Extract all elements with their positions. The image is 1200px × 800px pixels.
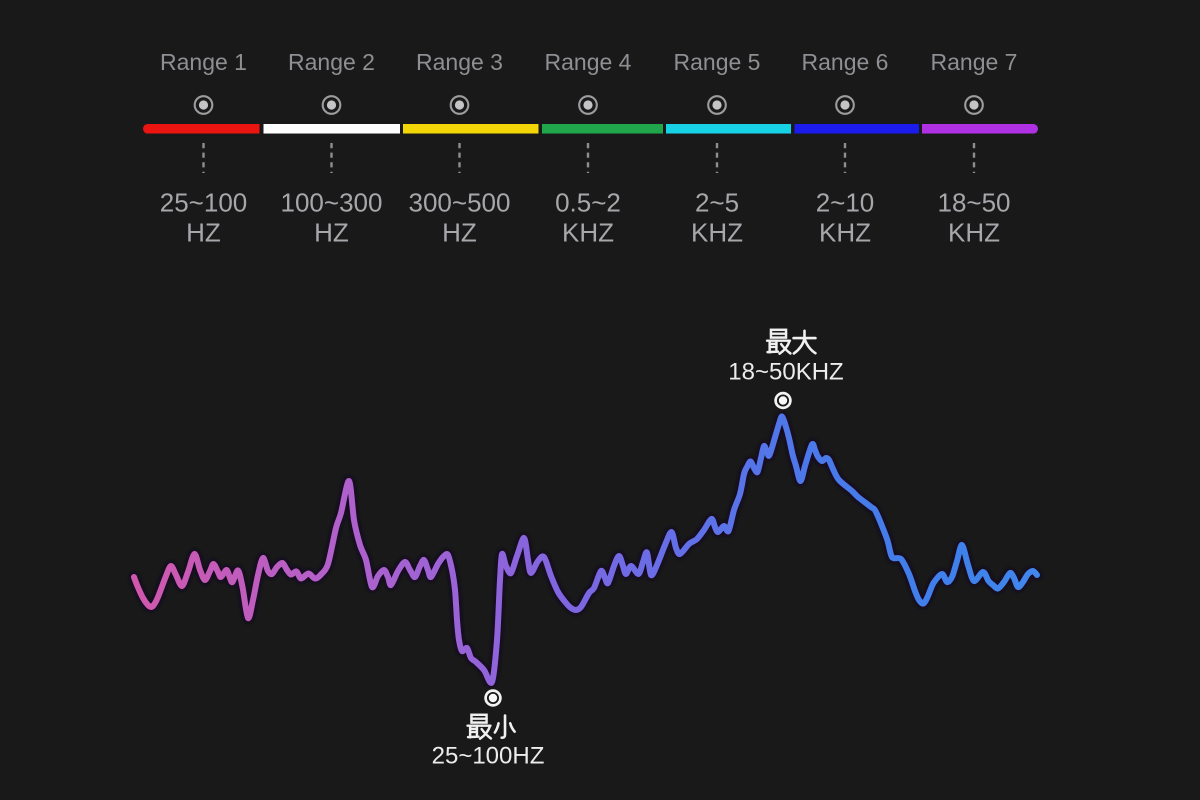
svg-text:18~50: 18~50 (937, 188, 1010, 218)
svg-text:Range 2: Range 2 (288, 49, 375, 75)
svg-text:HZ: HZ (186, 218, 221, 248)
svg-text:300~500: 300~500 (409, 188, 511, 218)
svg-text:Range 1: Range 1 (160, 49, 247, 75)
svg-text:KHZ: KHZ (562, 218, 614, 248)
svg-text:Range 5: Range 5 (674, 49, 761, 75)
svg-text:0.5~2: 0.5~2 (555, 188, 621, 218)
svg-text:KHZ: KHZ (948, 218, 1000, 248)
svg-text:Range 3: Range 3 (416, 49, 503, 75)
svg-text:KHZ: KHZ (691, 218, 743, 248)
svg-text:HZ: HZ (442, 218, 477, 248)
svg-text:2~10: 2~10 (816, 188, 875, 218)
svg-text:2~5: 2~5 (695, 188, 739, 218)
svg-text:Range 6: Range 6 (802, 49, 889, 75)
svg-text:25~100HZ: 25~100HZ (432, 743, 545, 770)
svg-text:Range 4: Range 4 (545, 49, 632, 75)
svg-text:Range 7: Range 7 (931, 49, 1018, 75)
svg-text:HZ: HZ (314, 218, 349, 248)
svg-text:18~50KHZ: 18~50KHZ (728, 359, 843, 386)
svg-text:100~300: 100~300 (281, 188, 383, 218)
svg-text:KHZ: KHZ (819, 218, 871, 248)
svg-text:25~100: 25~100 (160, 188, 247, 218)
